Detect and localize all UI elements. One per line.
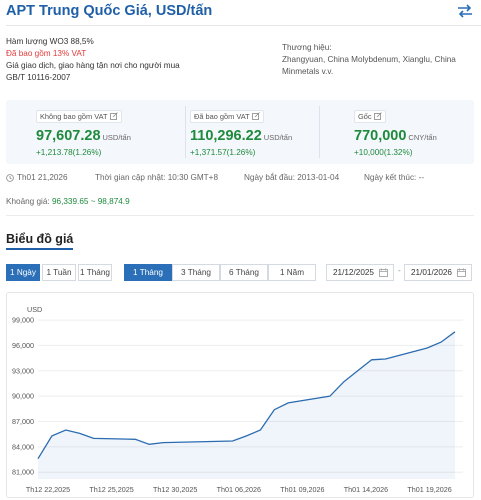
meta-date: Th01 21,2026 xyxy=(17,173,68,182)
price-box-incl-vat: Đã bao gồm VAT 110,296.22 USD/tấn +1,371.… xyxy=(190,106,320,158)
vat-note: Đã bao gồm 13% VAT xyxy=(6,49,87,58)
swap-arrows-icon[interactable] xyxy=(457,4,473,18)
price-unit: USD/tấn xyxy=(102,133,131,142)
x-tick-label: Th01 09,2026 xyxy=(280,485,324,494)
price-range: Khoảng giá: 96,339.65 ~ 98,874.9 xyxy=(6,197,130,206)
x-tick-label: Th01 14,2026 xyxy=(344,485,388,494)
spec-vat-note: Đã bao gồm 13% VAT xyxy=(6,48,86,60)
range-button-3m[interactable]: 3 Tháng xyxy=(172,264,220,281)
date-to-value: 21/01/2026 xyxy=(411,268,452,277)
y-tick-label: 93,000 xyxy=(12,366,34,375)
y-axis-label: USD xyxy=(27,305,42,314)
price-badge[interactable]: Không bao gồm VAT xyxy=(36,110,122,123)
date-from-input[interactable]: 21/12/2025 xyxy=(326,264,394,281)
divider xyxy=(6,215,474,216)
x-tick-label: Th12 22,2025 xyxy=(26,485,70,494)
price-chart[interactable]: USD 81,000 84,000 87,000 90,000 93,000 96,000 9… xyxy=(6,292,474,498)
price-unit: USD/tấn xyxy=(263,133,293,142)
calendar-icon xyxy=(379,268,388,277)
range-button-6m[interactable]: 6 Tháng xyxy=(220,264,268,281)
price-unit: CNY/tấn xyxy=(408,133,437,142)
calendar-icon xyxy=(457,268,466,277)
meta-end-date: Ngày kết thúc: -- xyxy=(364,173,425,182)
chart-title: Biểu đồ giá xyxy=(6,232,74,250)
price-range-label: Khoảng giá: xyxy=(6,197,50,206)
brand-names: Zhangyuan, China Molybdenum, Xianglu, Ch… xyxy=(282,55,456,76)
range-button-1y[interactable]: 1 Năm xyxy=(268,264,316,281)
price-change: +10,000(1.32%) xyxy=(354,148,413,157)
y-tick-label: 90,000 xyxy=(12,392,34,401)
x-tick-label: Th12 25,2025 xyxy=(89,485,133,494)
price-chart-svg[interactable]: USD 81,000 84,000 87,000 90,000 93,000 96,000 9… xyxy=(7,293,473,497)
price-box-original: Gốc 770,000 CNY/tấn +10,000(1.32%) xyxy=(354,106,469,158)
meta-start-date: Ngày bắt đầu: 2013-01-04 xyxy=(244,173,340,182)
x-tick-label: Th12 30,2025 xyxy=(153,485,197,494)
meta-updated: Thời gian cập nhật: 10:30 GMT+8 xyxy=(95,173,219,182)
series-area xyxy=(38,331,455,479)
spec-standard: GB/T 10116-2007 xyxy=(6,73,71,82)
y-tick-label: 87,000 xyxy=(12,417,34,426)
range-button-1m[interactable]: 1 Tháng xyxy=(124,264,172,281)
edit-icon xyxy=(109,112,118,120)
y-tick-label: 81,000 xyxy=(12,468,34,477)
edit-icon xyxy=(373,112,382,120)
date-from-value: 21/12/2025 xyxy=(333,268,374,277)
y-tick-label: 99,000 xyxy=(12,316,34,325)
date-to-input[interactable]: 21/01/2026 xyxy=(404,264,472,281)
brand-label: Thương hiệu: xyxy=(282,43,332,52)
period-button-day[interactable]: 1 Ngày xyxy=(6,264,40,281)
price-value: 110,296.22 xyxy=(190,128,262,144)
date-separator: - xyxy=(398,266,401,275)
spec-content: Hàm lượng WO3 88,5% xyxy=(6,37,94,46)
price-change: +1,213.78(1.26%) xyxy=(36,148,102,157)
series-line xyxy=(37,331,456,460)
price-badge-label: Đã bao gồm VAT xyxy=(194,112,250,121)
y-tick-label: 96,000 xyxy=(12,341,34,350)
period-button-week[interactable]: 1 Tuần xyxy=(42,264,76,281)
y-tick-label: 84,000 xyxy=(12,442,34,451)
price-value: 97,607.28 xyxy=(36,128,101,144)
edit-icon xyxy=(251,112,260,120)
price-box-excl-vat: Không bao gồm VAT 97,607.28 USD/tấn +1,21… xyxy=(36,106,186,158)
price-panel: Không bao gồm VAT 97,607.28 USD/tấn +1,21… xyxy=(6,100,474,164)
price-change: +1,371.57(1.26%) xyxy=(190,148,256,157)
x-tick-label: Th01 19,2026 xyxy=(407,485,451,494)
price-badge-label: Không bao gồm VAT xyxy=(40,112,108,121)
period-button-month[interactable]: 1 Tháng xyxy=(78,264,112,281)
price-value: 770,000 xyxy=(354,128,407,144)
price-badge[interactable]: Đã bao gồm VAT xyxy=(190,110,264,123)
brand-info: Thương hiệu: Zhangyuan, China Molybdenum… xyxy=(282,42,472,78)
spec-delivery: Giá giao dịch, giao hàng tận nơi cho ngư… xyxy=(6,61,180,70)
x-tick-label: Th01 06,2026 xyxy=(217,485,261,494)
page-title: APT Trung Quốc Giá, USD/tấn xyxy=(6,3,213,19)
clock-icon xyxy=(6,174,14,182)
price-badge[interactable]: Gốc xyxy=(354,110,386,123)
price-badge-label: Gốc xyxy=(358,112,372,121)
price-range-value: 96,339.65 ~ 98,874.9 xyxy=(52,197,130,206)
header: APT Trung Quốc Giá, USD/tấn xyxy=(6,0,481,26)
